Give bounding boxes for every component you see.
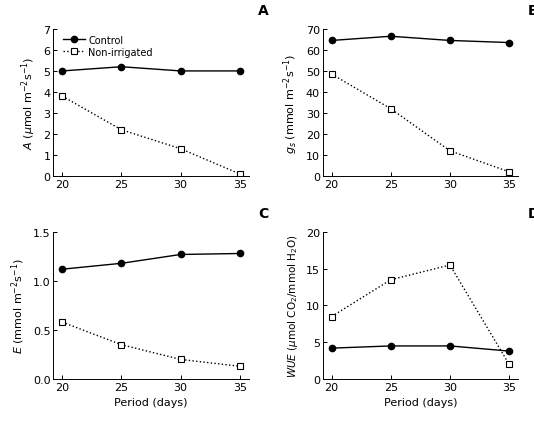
Control xyxy=(177,69,184,74)
Line: Non-irrigated: Non-irrigated xyxy=(59,94,243,178)
Text: B: B xyxy=(528,4,534,18)
Legend: Control, Non-irrigated: Control, Non-irrigated xyxy=(62,35,154,58)
Control xyxy=(237,69,243,74)
Control xyxy=(59,69,66,74)
Text: D: D xyxy=(528,207,534,221)
Non-irrigated xyxy=(177,147,184,152)
Y-axis label: $WUE$ ($\mu$mol CO$_2$/mmol H$_2$O): $WUE$ ($\mu$mol CO$_2$/mmol H$_2$O) xyxy=(286,234,300,377)
X-axis label: Period (days): Period (days) xyxy=(114,397,188,407)
Line: Control: Control xyxy=(59,64,243,75)
Non-irrigated xyxy=(237,172,243,177)
Y-axis label: $g_s$ (mmol m$^{-2}$s$^{-1}$): $g_s$ (mmol m$^{-2}$s$^{-1}$) xyxy=(282,53,300,153)
Text: A: A xyxy=(258,4,269,18)
Y-axis label: $A$ ($\mu$mol m$^{-2}$s$^{-1}$): $A$ ($\mu$mol m$^{-2}$s$^{-1}$) xyxy=(19,57,38,150)
Y-axis label: $E$ (mmol m$^{-2}$s$^{-1}$): $E$ (mmol m$^{-2}$s$^{-1}$) xyxy=(10,258,27,354)
Control xyxy=(118,65,124,70)
Non-irrigated xyxy=(118,128,124,133)
Non-irrigated xyxy=(59,95,66,100)
Text: C: C xyxy=(258,207,269,221)
X-axis label: Period (days): Period (days) xyxy=(383,397,457,407)
